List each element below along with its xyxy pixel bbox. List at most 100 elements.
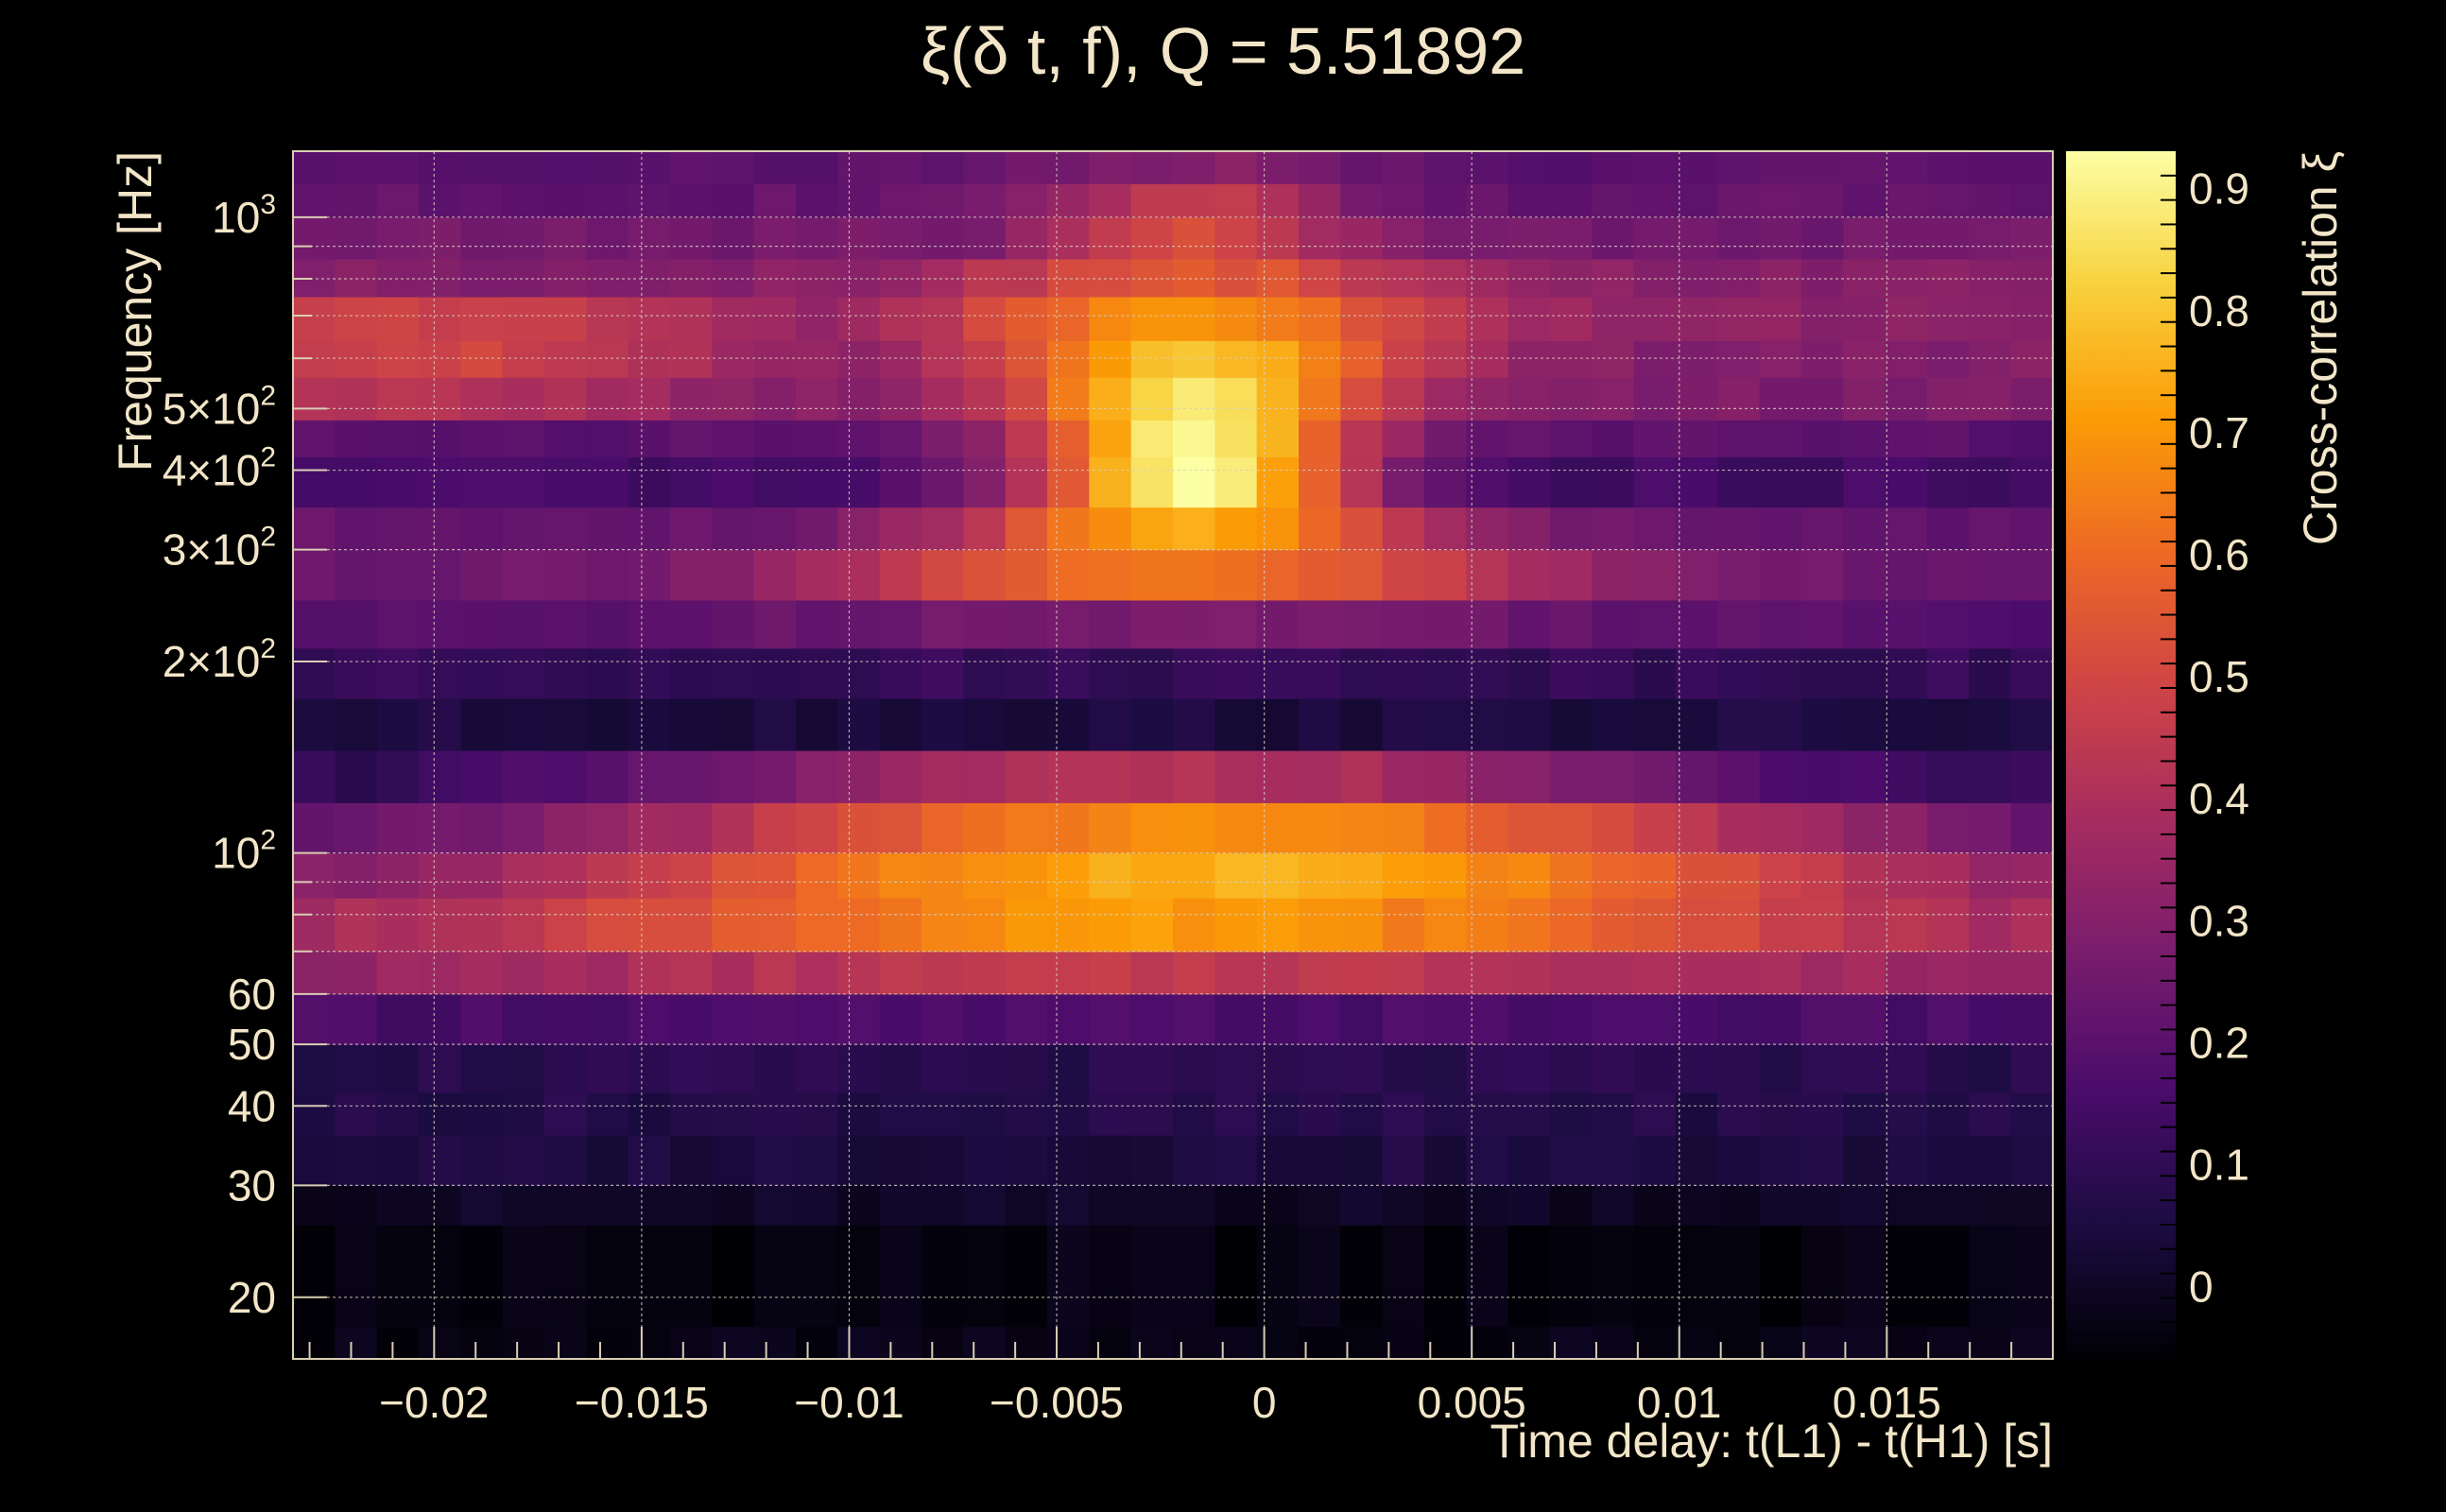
heatmap-cell bbox=[1047, 151, 1090, 184]
heatmap-cell bbox=[963, 151, 1007, 184]
heatmap-cell bbox=[1466, 750, 1509, 803]
heatmap-cell bbox=[1969, 258, 2012, 298]
heatmap-cell bbox=[1507, 1092, 1551, 1136]
heatmap-cell bbox=[2010, 507, 2054, 551]
heatmap-cell bbox=[1759, 993, 1802, 1045]
heatmap-cell bbox=[2010, 951, 2054, 995]
heatmap-cell bbox=[1382, 151, 1425, 184]
heatmap-cell bbox=[1717, 993, 1761, 1045]
heatmap-cell bbox=[1047, 420, 1090, 457]
heatmap-cell bbox=[293, 1135, 336, 1186]
heatmap-cell bbox=[670, 1185, 713, 1226]
heatmap-cell bbox=[712, 750, 755, 803]
heatmap-cell bbox=[1424, 1326, 1467, 1360]
heatmap-cell bbox=[1759, 216, 1802, 260]
heatmap-cell bbox=[628, 258, 671, 298]
heatmap-cell bbox=[1801, 852, 1844, 899]
heatmap-cell bbox=[628, 852, 671, 899]
heatmap-cell bbox=[335, 1135, 378, 1186]
heatmap-cell bbox=[1676, 750, 1718, 803]
heatmap-cell bbox=[1676, 420, 1718, 457]
heatmap-cell bbox=[1089, 1044, 1132, 1093]
heatmap-cell bbox=[1801, 993, 1844, 1045]
heatmap-cell bbox=[1717, 852, 1761, 899]
heatmap-cell bbox=[1592, 1092, 1635, 1136]
heatmap-cell bbox=[544, 1044, 587, 1093]
heatmap-cell bbox=[963, 852, 1007, 899]
heatmap-cell bbox=[1969, 377, 2012, 421]
heatmap-cell bbox=[837, 1225, 881, 1328]
heatmap-cell bbox=[796, 1326, 838, 1360]
heatmap-cell bbox=[1507, 549, 1551, 601]
heatmap-cell bbox=[1592, 456, 1635, 508]
heatmap-cell bbox=[419, 296, 461, 341]
heatmap-cell bbox=[2010, 258, 2054, 298]
heatmap-cell bbox=[1340, 698, 1384, 751]
heatmap-cell bbox=[419, 750, 461, 803]
heatmap-cell bbox=[1466, 296, 1509, 341]
heatmap-cell bbox=[837, 599, 881, 649]
heatmap-cell bbox=[1759, 698, 1802, 751]
heatmap-cell bbox=[1256, 456, 1300, 508]
heatmap-cell bbox=[963, 1185, 1007, 1226]
heatmap-cell bbox=[1550, 852, 1593, 899]
heatmap-cell bbox=[1592, 599, 1635, 649]
heatmap-cell bbox=[1550, 420, 1593, 457]
heatmap-cell bbox=[1633, 456, 1677, 508]
heatmap-cell bbox=[1173, 1092, 1215, 1136]
heatmap-cell bbox=[963, 507, 1007, 551]
heatmap-cell bbox=[1969, 750, 2012, 803]
heatmap-cell bbox=[1382, 1185, 1425, 1226]
heatmap-cell bbox=[1843, 1044, 1886, 1093]
heatmap-cell bbox=[753, 1135, 797, 1186]
heatmap-cell bbox=[1214, 420, 1258, 457]
heatmap-cell bbox=[293, 507, 336, 551]
heatmap-cell bbox=[1633, 296, 1677, 341]
heatmap-cell bbox=[460, 647, 504, 699]
heatmap-cell bbox=[1424, 456, 1467, 508]
heatmap-cell bbox=[1633, 507, 1677, 551]
heatmap-cell bbox=[544, 993, 587, 1045]
heatmap-cell bbox=[1801, 750, 1844, 803]
heatmap-cell bbox=[1717, 507, 1761, 551]
heatmap-cell bbox=[335, 216, 378, 260]
heatmap-cell bbox=[1759, 599, 1802, 649]
heatmap-cell bbox=[2010, 1225, 2054, 1328]
heatmap-cell bbox=[753, 1185, 797, 1226]
heatmap-cell bbox=[837, 296, 881, 341]
heatmap-cell bbox=[1130, 258, 1174, 298]
heatmap-cell bbox=[1382, 296, 1425, 341]
heatmap-cell bbox=[963, 802, 1007, 854]
heatmap-cell bbox=[1592, 993, 1635, 1045]
y-tick-label: 5×102 bbox=[163, 380, 276, 433]
heatmap-cell bbox=[922, 549, 964, 601]
heatmap-cell bbox=[2010, 216, 2054, 260]
heatmap-cell bbox=[1256, 1225, 1300, 1328]
heatmap-cell bbox=[963, 296, 1007, 341]
heatmap-cell bbox=[460, 599, 504, 649]
heatmap-cell bbox=[586, 599, 629, 649]
heatmap-cell bbox=[1717, 1092, 1761, 1136]
heatmap-cell bbox=[1969, 1044, 2012, 1093]
heatmap-cell bbox=[2010, 456, 2054, 508]
heatmap-cell bbox=[1005, 1044, 1048, 1093]
heatmap-cell bbox=[293, 377, 336, 421]
heatmap-cell bbox=[1466, 647, 1509, 699]
heatmap-cell bbox=[879, 183, 922, 218]
heatmap-cell bbox=[1927, 951, 1970, 995]
heatmap-cell bbox=[1885, 456, 1928, 508]
heatmap-cell bbox=[293, 151, 336, 184]
y-tick-label: 103 bbox=[212, 189, 276, 242]
heatmap-cell bbox=[1130, 340, 1174, 378]
colorbar-tick-label: 0.4 bbox=[2189, 774, 2249, 823]
heatmap-cell bbox=[502, 898, 545, 953]
heatmap-cell bbox=[1550, 340, 1593, 378]
heatmap-cell bbox=[1633, 1135, 1677, 1186]
heatmap-cell bbox=[1801, 647, 1844, 699]
heatmap-cell bbox=[1256, 852, 1300, 899]
heatmap-cell bbox=[1507, 647, 1551, 699]
heatmap-cell bbox=[1885, 1044, 1928, 1093]
heatmap-cell bbox=[1256, 549, 1300, 601]
heatmap-cell bbox=[1843, 1092, 1886, 1136]
heatmap-cell bbox=[1633, 599, 1677, 649]
